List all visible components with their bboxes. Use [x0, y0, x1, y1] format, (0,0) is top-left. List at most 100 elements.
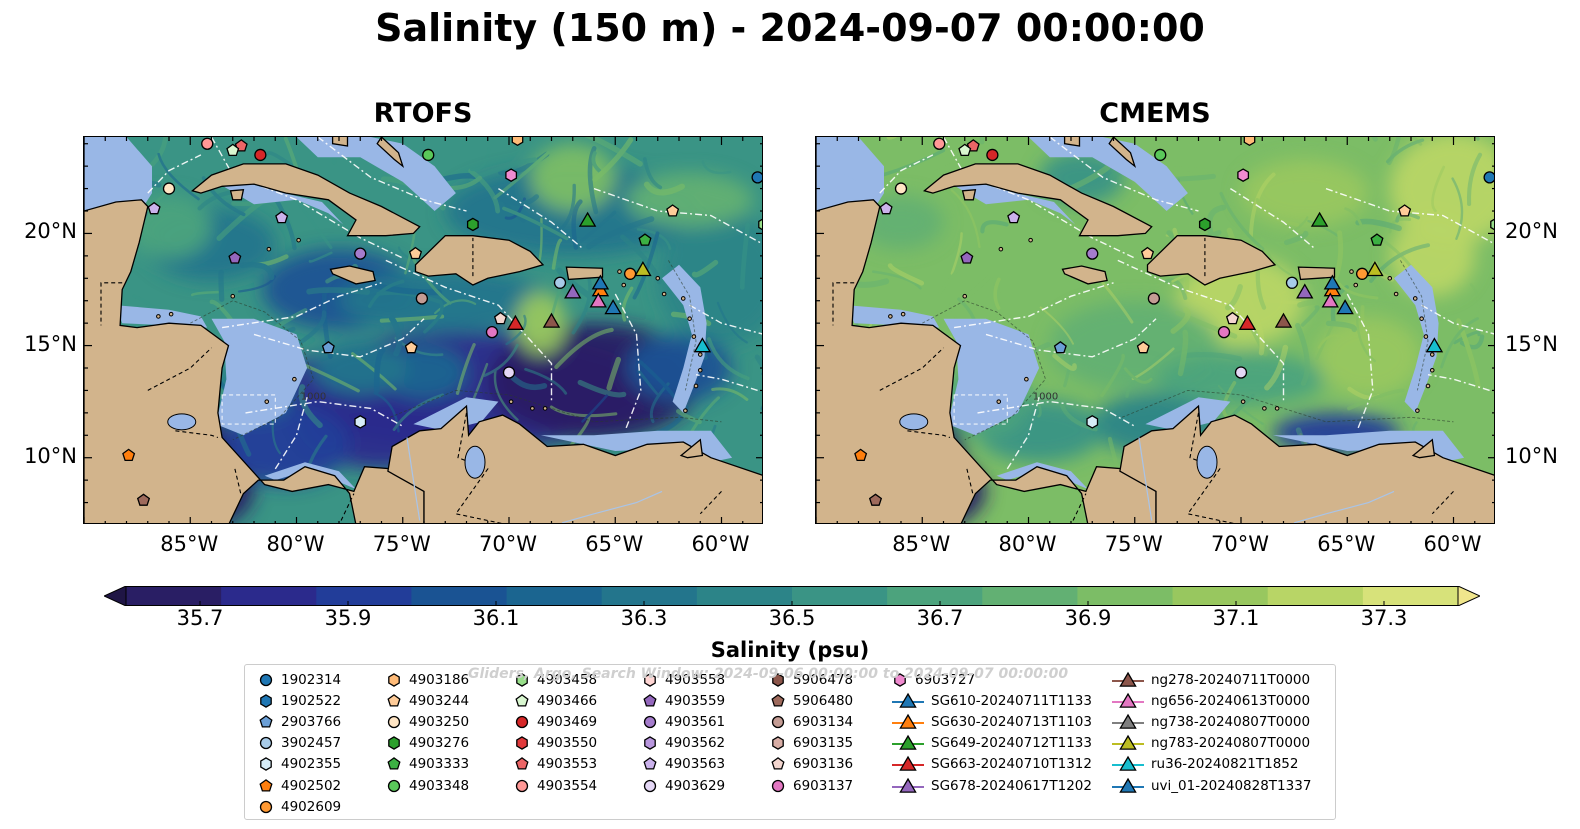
obs-4903563 — [275, 210, 289, 224]
obs-4902609 — [623, 267, 637, 280]
land-south-america — [387, 404, 762, 523]
colorbar-segment — [506, 586, 603, 606]
land-jamaica — [329, 265, 376, 285]
legend-label: SG610-20240711T1133 — [931, 692, 1092, 709]
legend-label: 2903766 — [281, 713, 342, 730]
legend-entry: 4903553 — [513, 754, 597, 775]
obs-SG649-20240712T1133 — [578, 211, 597, 227]
obs-6903137 — [1217, 325, 1231, 339]
legend-marker-icon — [894, 672, 906, 687]
shelf-bahamas — [296, 137, 456, 211]
obs-4903250 — [894, 182, 908, 195]
land-bahamas-exuma — [376, 137, 405, 169]
colorbar-segment — [411, 586, 508, 606]
small-island — [1425, 383, 1431, 389]
obs-6903727 — [505, 168, 518, 182]
land-trinidad — [679, 438, 704, 459]
obs-4903244 — [1398, 204, 1412, 217]
lat-tick-label: 10°N — [1505, 443, 1558, 468]
shelf-bahamas — [1028, 137, 1188, 211]
legend-entry: 6903136 — [769, 754, 853, 775]
legend-label: 4903469 — [537, 713, 598, 730]
obs-4903466 — [226, 143, 240, 157]
legend-label: 4903244 — [409, 692, 470, 709]
lat-tick-label: 10°N — [24, 443, 77, 468]
lat-tick-label: 20°N — [24, 219, 77, 244]
legend-label: 1902314 — [281, 671, 342, 688]
colorbar-title: Salinity (psu) — [710, 638, 870, 662]
obs-4903629 — [502, 366, 516, 379]
legend-label: ng278-20240711T0000 — [1151, 671, 1311, 688]
obs-4903458 — [1490, 218, 1494, 231]
legend-marker-icon — [644, 736, 656, 751]
legend-entry: 5906480 — [769, 690, 853, 711]
small-island — [697, 367, 703, 373]
legend-label: 4903186 — [409, 671, 470, 688]
small-island — [1349, 269, 1354, 274]
legend-label: ng656-20240613T0000 — [1151, 692, 1311, 709]
legend-marker-icon — [771, 779, 785, 792]
legend-marker-icon — [892, 734, 924, 750]
colorbar-over-extend — [1457, 585, 1482, 607]
obs-SG678-20240617T1202 — [564, 283, 582, 299]
lat-tick-label: 20°N — [1505, 219, 1558, 244]
obs-SG678-20240617T1202 — [1296, 283, 1314, 299]
lon-tick-label: 85°W — [160, 532, 219, 556]
legend-marker-icon — [387, 693, 401, 707]
obs-3902457 — [1285, 276, 1299, 289]
legend-label: SG630-20240713T1103 — [931, 713, 1092, 730]
shelf-cuba-south — [215, 181, 344, 225]
land-cuba — [923, 163, 1153, 237]
obs-4903563 — [1007, 210, 1021, 224]
obs-4903186 — [1243, 137, 1256, 147]
legend-entry: 4902502 — [257, 775, 341, 796]
lon-tick-label: 85°W — [892, 532, 951, 556]
legend-marker-icon — [387, 757, 401, 770]
lon-tick-label: 60°W — [1423, 532, 1482, 556]
colorbar-tick-label: 35.9 — [324, 606, 372, 630]
watermark: Gliders, Argo, Search Window: 2024-09-06… — [468, 666, 1069, 682]
legend-marker-icon — [771, 757, 785, 770]
colorbar-segment — [792, 586, 888, 606]
legend-marker-icon — [892, 692, 924, 708]
legend-entry: 4903333 — [385, 754, 469, 775]
obs-4903554 — [201, 137, 214, 150]
small-island — [1429, 367, 1435, 373]
land — [816, 137, 1494, 523]
legend-entry: ng656-20240613T0000 — [1111, 690, 1311, 711]
land-south-america — [1119, 404, 1494, 523]
shelf-cuba-south — [947, 181, 1076, 225]
shelf-honduras-north — [115, 305, 208, 328]
legend-marker-icon — [643, 779, 657, 792]
legend-entry: 4903558 — [641, 669, 725, 690]
obs-4903333 — [638, 233, 652, 246]
obs-uvi_01-20240828T1337 — [604, 299, 622, 315]
map-panel-rtofs[interactable]: 1000 — [83, 136, 763, 524]
small-island — [900, 311, 906, 317]
small-island — [683, 408, 688, 413]
obs-SG663-20240710T1312 — [506, 314, 525, 330]
legend-label: 1902522 — [281, 692, 342, 709]
legend-marker-icon — [387, 715, 401, 729]
colorbar-tick-label: 36.1 — [472, 606, 520, 630]
small-island — [680, 296, 686, 301]
colorbar-segment — [1077, 586, 1174, 606]
small-island — [621, 282, 627, 288]
obs-4903244 — [1140, 246, 1155, 260]
map-panel-cmems[interactable]: 1000 — [815, 136, 1495, 524]
obs-2903766 — [1053, 340, 1067, 354]
obs-5906480 — [136, 493, 151, 506]
obs-4903469 — [254, 148, 267, 162]
small-island — [296, 237, 301, 243]
legend-label: 4903458 — [537, 671, 598, 688]
legend-label: 6903137 — [793, 777, 854, 794]
legend-label: 4903561 — [665, 713, 726, 730]
small-island — [1393, 291, 1399, 297]
small-island — [508, 399, 514, 404]
legend-marker-icon — [643, 757, 657, 770]
small-island — [266, 246, 272, 252]
obs-2903766 — [321, 340, 335, 354]
small-island — [530, 406, 535, 411]
legend-label: 6903727 — [915, 671, 976, 688]
obs-6903136 — [1225, 311, 1240, 325]
